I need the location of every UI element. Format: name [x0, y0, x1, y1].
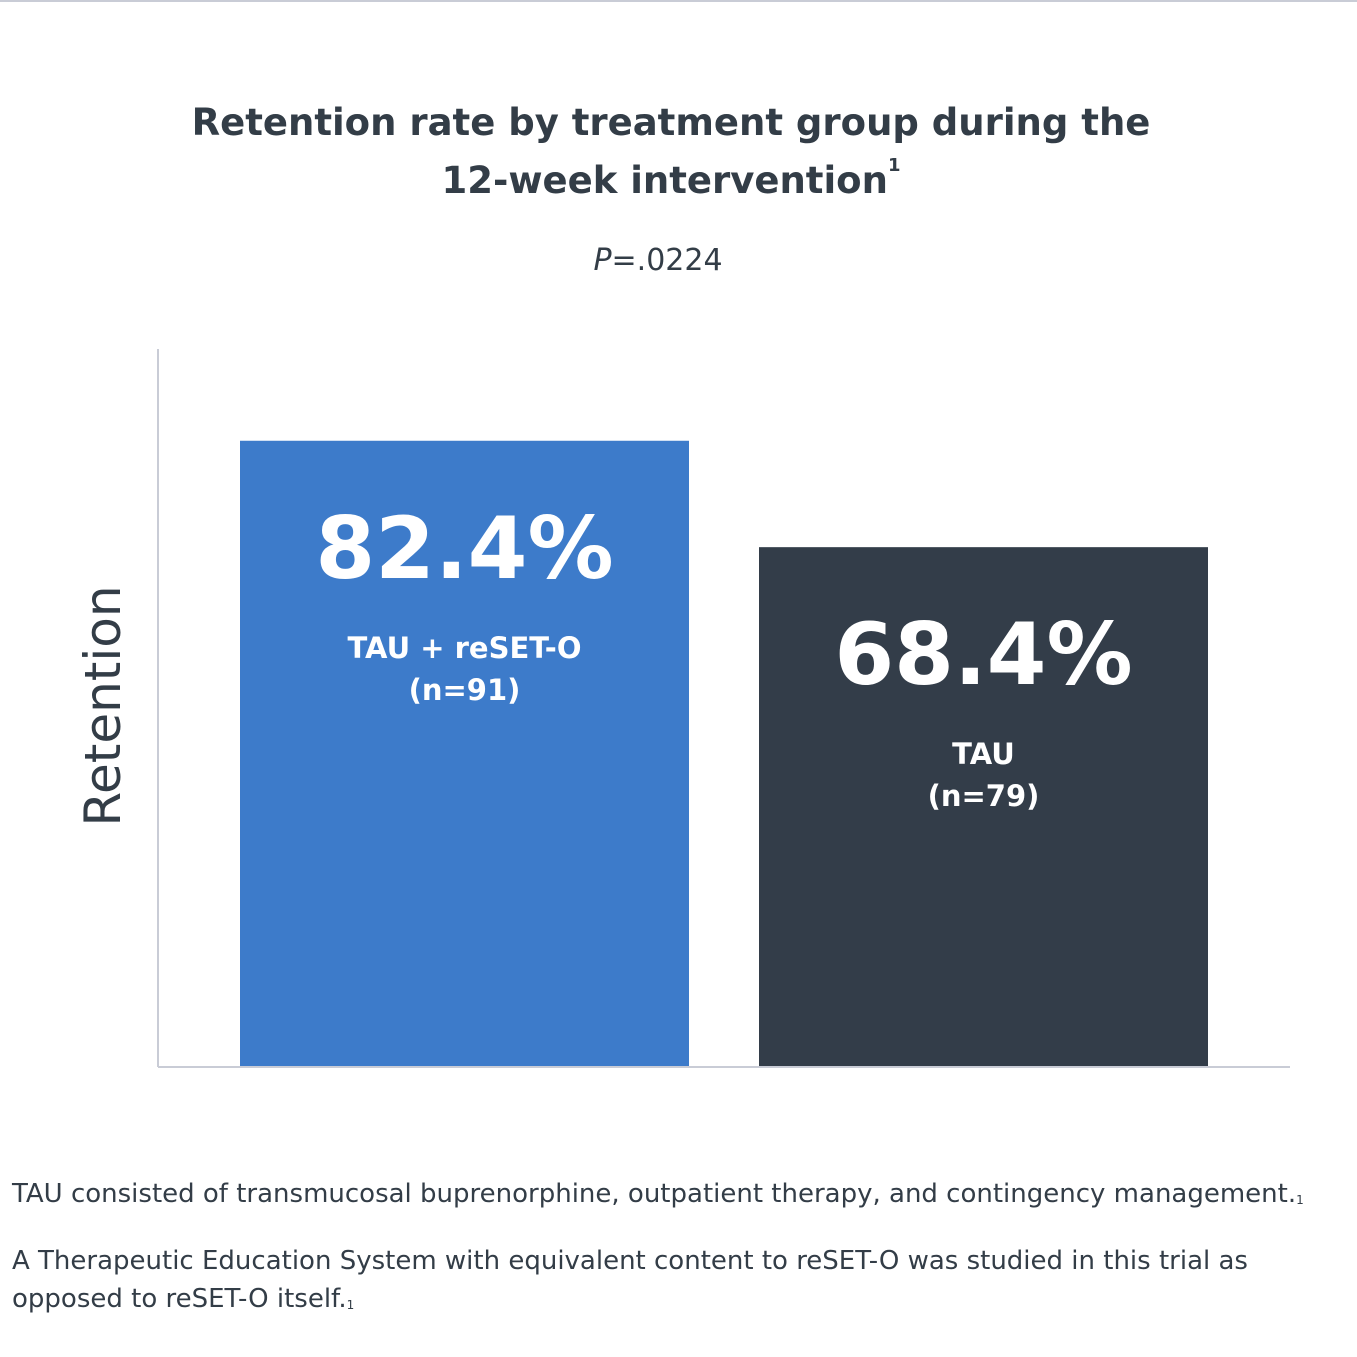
p-value-symbol: P [593, 243, 612, 278]
footnote-tes-text: A Therapeutic Education System with equi… [12, 1246, 1248, 1314]
bar-value-label: 82.4% [315, 499, 613, 599]
bar-tau [759, 547, 1208, 1067]
bar-count-label: (n=79) [928, 779, 1040, 813]
p-value: P=.0224 [0, 243, 1316, 278]
footnote-tes-ref: 1 [346, 1298, 355, 1312]
chart-title-footnote-ref: 1 [887, 155, 901, 176]
bar-value-label: 68.4% [834, 605, 1132, 705]
p-value-number: =.0224 [611, 243, 723, 278]
footnotes: TAU consisted of transmucosal buprenorph… [12, 1175, 1352, 1347]
bar-tau-reset-o [240, 440, 689, 1067]
footnote-tau: TAU consisted of transmucosal buprenorph… [12, 1175, 1352, 1213]
bar-category-label: TAU [952, 737, 1015, 771]
bars-group: 82.4% TAU + reSET-O (n=91) 68.4% TAU (n=79) [240, 440, 1208, 1067]
y-axis-label: Retention [74, 585, 132, 826]
bar-count-label: (n=91) [409, 673, 521, 707]
footnote-tau-ref: 1 [1296, 1193, 1304, 1207]
footnote-tes: A Therapeutic Education System with equi… [12, 1242, 1352, 1318]
bar-category-label: TAU + reSET-O [348, 631, 582, 665]
chart-title: Retention rate by treatment group during… [0, 94, 1342, 210]
top-divider [0, 0, 1357, 2]
chart-title-line1: Retention rate by treatment group during… [191, 101, 1151, 144]
chart-title-line2: 12-week intervention [441, 159, 888, 202]
footnote-tau-text: TAU consisted of transmucosal buprenorph… [12, 1179, 1297, 1209]
